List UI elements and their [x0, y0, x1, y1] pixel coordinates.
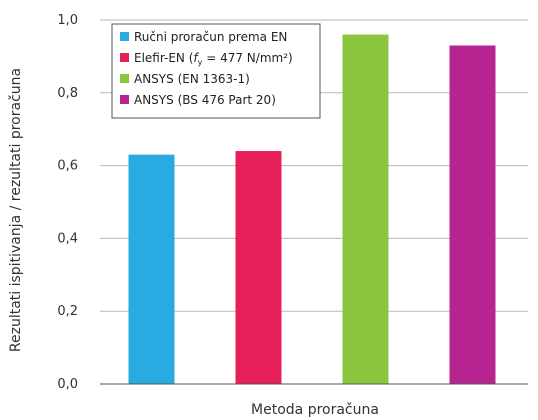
x-axis-label: Metoda proračuna: [251, 402, 379, 418]
legend-box: [111, 23, 321, 119]
legend-label-3: ANSYS (EN 1363-1): [134, 72, 250, 86]
y-tick-label: 0,0: [57, 377, 78, 392]
y-tick-label: 0,4: [57, 231, 78, 246]
legend-swatch-3: [120, 74, 129, 83]
y-tick-label: 0,6: [57, 159, 78, 174]
bar: [342, 34, 389, 385]
legend-swatch-4: [120, 95, 129, 104]
legend-swatch-1: [120, 32, 129, 41]
legend-swatch-2: [120, 53, 129, 62]
y-axis-label: Rezultati ispitivanja / rezultati prorač…: [8, 68, 24, 352]
legend: Ručni proračun prema EN Elefir-EN (fy = …: [111, 23, 321, 119]
legend-label-2: Elefir-EN (fy = 477 N/mm²): [134, 51, 293, 67]
y-tick-label: 0,8: [57, 86, 78, 101]
legend-label-1: Ručni proračun prema EN: [134, 30, 287, 44]
bars: [128, 34, 496, 385]
bar: [235, 151, 282, 384]
y-tick-label: 1,0: [57, 13, 78, 28]
y-tick-labels: 0,0 0,2 0,4 0,6 0,8 1,0: [57, 13, 78, 392]
bar: [449, 45, 496, 384]
bar: [128, 154, 175, 384]
legend-label-4: ANSYS (BS 476 Part 20): [134, 93, 276, 107]
y-tick-label: 0,2: [57, 304, 78, 319]
